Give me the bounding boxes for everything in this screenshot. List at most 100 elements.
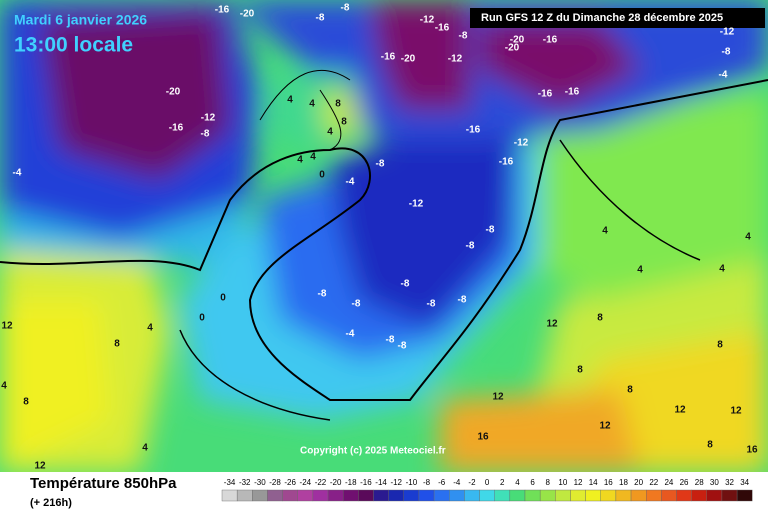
legend-swatch [736, 489, 753, 502]
contour-label: -8 [459, 31, 468, 42]
legend-label: -26 [284, 478, 296, 487]
contour-label: -12 [514, 138, 529, 149]
contour-label: -20 [240, 9, 255, 20]
legend-label: 30 [710, 478, 719, 487]
legend-swatch [388, 489, 404, 502]
legend-label: 28 [695, 478, 704, 487]
legend-swatch [555, 489, 571, 502]
contour-label: -8 [401, 279, 410, 290]
valid-date: Mardi 6 janvier 2026 [14, 12, 147, 28]
color-legend: -34 -32 -30 -28 -26 -24 -22 -20 -18 -16 -14 -12 -10-… [221, 478, 753, 502]
legend-swatch [236, 489, 253, 502]
contour-label: -12 [720, 27, 735, 38]
contour-label: 12 [674, 405, 686, 416]
legend-label: 16 [604, 478, 613, 487]
legend-swatch [373, 489, 389, 502]
contour-label: -8 [316, 13, 325, 24]
contour-label: 12 [546, 319, 558, 330]
legend-swatch [661, 489, 677, 502]
contour-label: -8 [341, 3, 350, 14]
legend-swatch [418, 489, 435, 502]
contour-label: -16 [435, 23, 450, 34]
contour-label: -8 [376, 159, 385, 170]
contour-label: -4 [346, 177, 355, 188]
legend-swatch [570, 489, 586, 502]
contour-label: -16 [169, 123, 184, 134]
contour-label: 4 [602, 226, 608, 237]
contour-label: 8 [707, 440, 713, 451]
contour-label: 16 [746, 445, 758, 456]
contour-label: -8 [201, 129, 210, 140]
valid-time: 13:00 locale [14, 34, 133, 57]
legend-label: 0 [485, 478, 490, 487]
contour-label: 4 [310, 152, 316, 163]
contour-label: 8 [23, 397, 29, 408]
legend-swatch [615, 489, 632, 502]
legend-swatch [646, 489, 662, 502]
contour-label: -16 [565, 87, 580, 98]
contour-label: 16 [477, 432, 489, 443]
contour-label: -4 [13, 168, 22, 179]
legend-label: -20 [330, 478, 342, 487]
temperature-field [0, 0, 768, 472]
contour-label: 4 [309, 99, 315, 110]
legend-label: 26 [680, 478, 689, 487]
forecast-hour: (+ 216h) [30, 497, 72, 509]
legend-label: -8 [423, 478, 431, 487]
contour-label: 4 [1, 381, 7, 392]
contour-label: -12 [420, 15, 435, 26]
contour-label: -8 [398, 341, 407, 352]
contour-label: 0 [220, 293, 226, 304]
legend-swatch [479, 489, 495, 502]
legend-label: 22 [649, 478, 658, 487]
legend-swatch [464, 489, 480, 502]
legend-label: -22 [315, 478, 327, 487]
field-name: Température 850hPa [30, 475, 177, 492]
legend-label: -14 [375, 478, 387, 487]
contour-label: -4 [719, 70, 728, 81]
contour-label: -8 [352, 299, 361, 310]
legend-label: 18 [619, 478, 628, 487]
legend-label: -6 [438, 478, 446, 487]
legend-swatch [343, 489, 359, 502]
legend-swatch [403, 489, 420, 502]
contour-label: 8 [341, 117, 347, 128]
contour-label: 4 [719, 264, 725, 275]
contour-label: 12 [492, 392, 504, 403]
legend-label: 2 [500, 478, 505, 487]
legend-swatch [327, 489, 344, 502]
contour-label: 4 [327, 127, 333, 138]
legend-label: 24 [664, 478, 673, 487]
legend-swatch [433, 489, 450, 502]
contour-label: -20 [510, 35, 525, 46]
run-info: Run GFS 12 Z du Dimanche 28 décembre 202… [481, 12, 723, 24]
legend-label: -28 [269, 478, 281, 487]
contour-label: -20 [401, 54, 416, 65]
contour-label: 8 [577, 365, 583, 376]
contour-label: 12 [730, 406, 742, 417]
legend-label: 10 [558, 478, 567, 487]
contour-label: -20 [505, 43, 520, 54]
contour-label: 4 [745, 232, 751, 243]
legend-label: 12 [574, 478, 583, 487]
legend-label: 20 [634, 478, 643, 487]
contour-label: -16 [499, 157, 514, 168]
contour-label: -16 [466, 125, 481, 136]
legend-swatch [312, 489, 329, 502]
legend-label: -24 [300, 478, 312, 487]
contour-label: 8 [627, 385, 633, 396]
contour-label: -16 [543, 35, 558, 46]
legend-label: 6 [530, 478, 535, 487]
legend-swatch [267, 489, 283, 502]
legend-label: -4 [453, 478, 461, 487]
copyright: Copyright (c) 2025 Meteociel.fr [300, 446, 446, 457]
legend-label: 4 [515, 478, 520, 487]
contour-label: 12 [599, 421, 611, 432]
map-labels: -16 -20 -8-8-12-16-8 -20-20-16 -20 -12-16-20-… [1, 3, 758, 472]
legend-swatch [600, 489, 617, 502]
legend-swatch [221, 489, 238, 502]
contour-label: -16 [381, 52, 396, 63]
legend-swatch [721, 489, 738, 502]
